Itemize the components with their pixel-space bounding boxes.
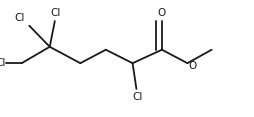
Text: Cl: Cl [14, 13, 25, 23]
Text: O: O [187, 61, 196, 71]
Text: Cl: Cl [132, 92, 142, 102]
Text: O: O [157, 8, 165, 18]
Text: Cl: Cl [0, 58, 6, 68]
Text: Cl: Cl [50, 8, 60, 18]
